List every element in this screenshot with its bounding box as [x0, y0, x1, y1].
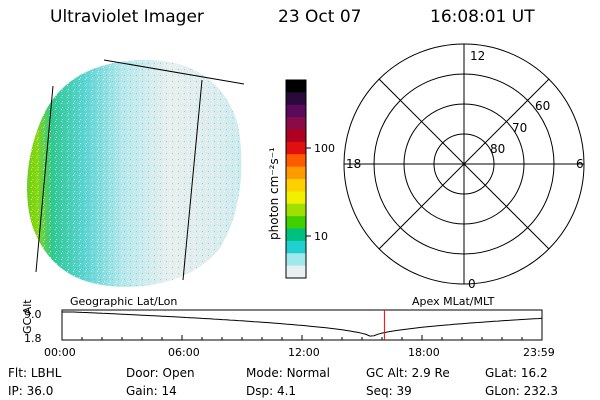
polar-ring-label-70: 70	[512, 121, 527, 135]
earth-disk	[27, 59, 242, 287]
colorbar-band	[286, 179, 306, 192]
info-door: Door: Open	[126, 366, 195, 380]
info-glat: GLat: 16.2	[485, 366, 548, 380]
info-flt: Flt: LBHL	[8, 366, 62, 380]
time-label: 16:08:01 UT	[430, 7, 535, 27]
instrument-title: Ultraviolet Imager	[50, 7, 204, 27]
colorbar-band	[286, 216, 306, 230]
colorbar-band	[286, 203, 306, 217]
grid-line	[103, 59, 245, 85]
info-glon: GLon: 232.3	[485, 384, 558, 398]
polar-plot	[343, 43, 585, 285]
colorbar-band	[286, 92, 306, 106]
time-tick: 18:00	[408, 346, 440, 359]
polar-label-dawn: 6	[576, 157, 584, 171]
date-label: 23 Oct 07	[278, 7, 362, 27]
timeline-left-label: Geographic Lat/Lon	[70, 295, 178, 308]
colorbar-band	[286, 191, 306, 205]
colorbar-band	[286, 80, 306, 93]
info-gain: Gain: 14	[126, 384, 177, 398]
timeline-ticks	[61, 335, 543, 340]
grid-line	[182, 79, 203, 281]
info-mode: Mode: Normal	[246, 366, 330, 380]
info-gc-alt: GC Alt: 2.9 Re	[366, 366, 450, 380]
colorbar-band	[286, 117, 306, 131]
polar-ring-label-60: 60	[535, 99, 550, 113]
colorbar-band	[286, 240, 306, 254]
colorbar-band	[286, 253, 306, 267]
info-ip: IP: 36.0	[8, 384, 54, 398]
colorbar-band	[286, 129, 306, 143]
info-dsp: Dsp: 4.1	[246, 384, 297, 398]
polar-label-dusk: 18	[346, 157, 361, 171]
timeline-axis-title: GC Alt	[21, 299, 34, 334]
colorbar-tick-100: 100	[314, 142, 335, 155]
timeline-right-label: Apex MLat/MLT	[412, 295, 495, 308]
colorbar-band	[286, 166, 306, 180]
colorbar-band	[286, 104, 306, 118]
colorbar-band	[286, 141, 306, 155]
time-tick: 00:00	[44, 346, 76, 359]
timeline-y-bottom: 1.8	[24, 332, 42, 345]
info-seq: Seq: 39	[366, 384, 412, 398]
polar-label-midnight: 0	[468, 277, 476, 291]
time-tick: 06:00	[168, 346, 200, 359]
colorbar-band	[286, 154, 306, 168]
colorbar-band	[286, 265, 306, 279]
colorbar	[286, 80, 306, 279]
time-tick: 23:59	[523, 346, 555, 359]
orbit-altitude-curve	[62, 311, 543, 337]
timeline-y-top: 9.0	[24, 308, 42, 321]
polar-ring-label-80: 80	[490, 142, 505, 156]
time-tick: 12:00	[288, 346, 320, 359]
colorbar-tick-10: 10	[314, 230, 328, 243]
colorbar-band	[286, 228, 306, 242]
polar-label-noon: 12	[470, 49, 485, 63]
grid-line	[35, 85, 54, 273]
colorbar-unit-label: photon cm⁻²s⁻¹	[267, 147, 281, 240]
